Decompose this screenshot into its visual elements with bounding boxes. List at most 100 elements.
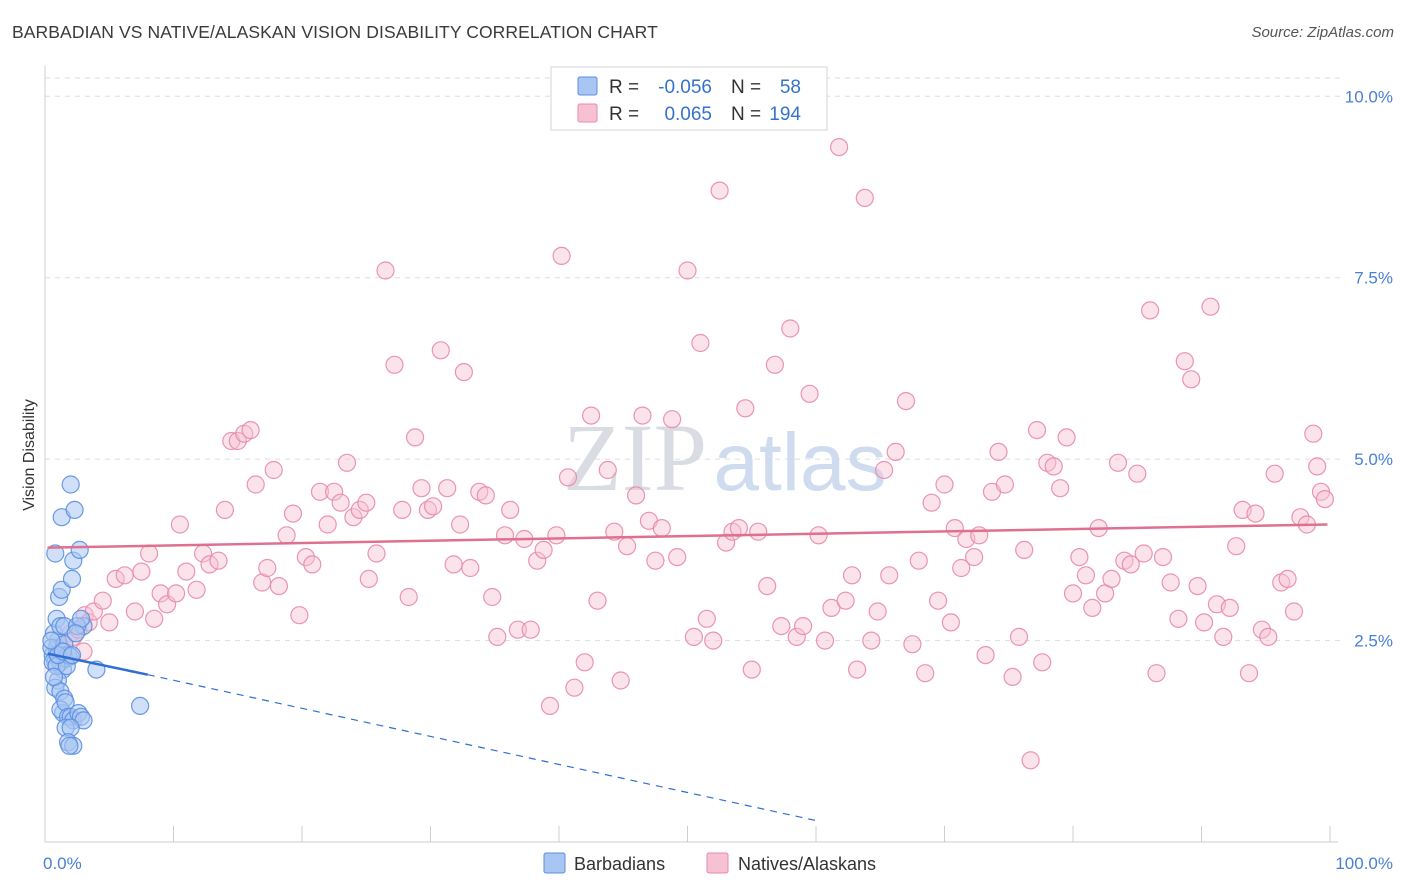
native-point-153	[1063, 584, 1083, 603]
native-point-38	[296, 547, 315, 567]
watermark-atlas: atlas	[713, 417, 886, 508]
native-point-128	[909, 551, 928, 570]
x-tick-label-0: 0.0%	[43, 854, 82, 873]
native-point-164	[1134, 544, 1153, 563]
native-point-99	[710, 181, 729, 200]
native-point-24	[209, 551, 228, 570]
native-point-184	[1265, 464, 1284, 483]
native-point-61	[451, 515, 470, 534]
barbadian-point-46	[60, 736, 79, 755]
native-point-176	[1214, 627, 1233, 647]
native-point-73	[528, 551, 547, 570]
native-point-167	[1153, 547, 1173, 567]
native-point-74	[534, 540, 553, 560]
series-legend-label-barbadians: Barbadians	[574, 854, 665, 874]
native-point-44	[337, 453, 357, 472]
native-point-81	[581, 406, 601, 425]
native-point-43	[331, 493, 350, 512]
native-point-62	[454, 363, 473, 382]
native-point-139	[976, 645, 995, 665]
native-point-116	[829, 138, 849, 157]
native-point-60	[444, 555, 463, 574]
native-point-51	[385, 355, 404, 374]
native-point-94	[678, 261, 697, 280]
native-point-183	[1259, 627, 1278, 647]
native-point-127	[903, 635, 922, 654]
native-point-129	[916, 664, 935, 683]
native-point-125	[886, 442, 905, 461]
legend-n-value-1: 58	[780, 77, 801, 98]
native-point-15	[145, 609, 164, 628]
native-point-27	[228, 431, 247, 451]
native-point-108	[772, 616, 791, 636]
native-point-16	[151, 584, 170, 603]
native-point-190	[1304, 424, 1323, 443]
native-point-35	[277, 526, 296, 545]
y-axis-label: Vision Disability	[21, 399, 38, 511]
native-point-68	[495, 526, 515, 545]
data-points	[42, 138, 1335, 770]
legend-r-value-1: -0.056	[658, 77, 712, 98]
native-point-19	[170, 515, 189, 534]
native-point-50	[376, 261, 395, 280]
native-point-83	[598, 460, 617, 480]
native-point-106	[758, 576, 777, 596]
native-point-146	[1021, 751, 1040, 770]
native-point-154	[1070, 547, 1089, 567]
y-tick-label-2: 7.5%	[1354, 269, 1393, 288]
native-point-78	[558, 468, 578, 487]
barbadian-point-19	[46, 544, 65, 563]
native-point-181	[1246, 504, 1265, 523]
native-point-119	[847, 660, 867, 679]
native-point-109	[781, 319, 800, 338]
legend-r-label-2: R =	[609, 104, 639, 125]
native-point-59	[438, 479, 457, 498]
tick-labels: 2.5% 5.0% 7.5% 10.0% 0.0% 100.0%	[43, 87, 1393, 873]
native-point-171	[1182, 370, 1201, 389]
watermark: ZIP atlas	[563, 404, 887, 511]
native-point-98	[704, 631, 723, 650]
native-point-177	[1220, 598, 1239, 618]
native-point-87	[626, 486, 646, 505]
native-point-18	[167, 584, 186, 603]
native-point-160	[1108, 453, 1128, 472]
native-point-169	[1169, 609, 1188, 628]
native-point-144	[1009, 627, 1029, 647]
native-point-132	[935, 475, 954, 494]
native-point-112	[800, 384, 819, 403]
native-point-174	[1201, 297, 1220, 316]
native-point-165	[1140, 301, 1160, 320]
native-point-10	[106, 569, 125, 589]
native-point-58	[431, 341, 450, 360]
native-point-159	[1102, 569, 1121, 589]
legend-n-label-2: N =	[731, 104, 761, 125]
native-point-173	[1194, 613, 1214, 632]
correlation-legend: R = -0.056 N = 58 R = 0.065 N = 194	[550, 66, 828, 131]
y-tick-label-1: 5.0%	[1354, 450, 1393, 469]
native-point-54	[406, 428, 425, 447]
barbadians-trend-line	[47, 652, 149, 676]
watermark-zip: ZIP	[563, 404, 707, 511]
native-point-82	[588, 591, 607, 610]
barbadian-point-55	[42, 631, 61, 650]
native-point-13	[132, 562, 151, 581]
native-point-30	[246, 475, 265, 494]
native-point-133	[941, 613, 961, 632]
native-point-39	[303, 555, 322, 574]
native-point-163	[1128, 464, 1147, 483]
native-point-115	[822, 598, 841, 618]
native-point-90	[646, 551, 665, 570]
native-point-130	[922, 493, 941, 512]
natives-trend-line	[47, 523, 1328, 549]
native-point-142	[995, 475, 1015, 494]
native-point-14	[140, 544, 159, 563]
native-point-84	[605, 522, 624, 541]
chart-title: BARBADIAN VS NATIVE/ALASKAN VISION DISAB…	[12, 22, 658, 42]
native-point-55	[412, 479, 431, 498]
axes	[44, 66, 1338, 843]
native-point-126	[896, 392, 916, 411]
native-point-107	[765, 355, 785, 374]
y-tick-label-3: 10.0%	[1345, 87, 1393, 106]
trend-lines	[47, 523, 1328, 822]
